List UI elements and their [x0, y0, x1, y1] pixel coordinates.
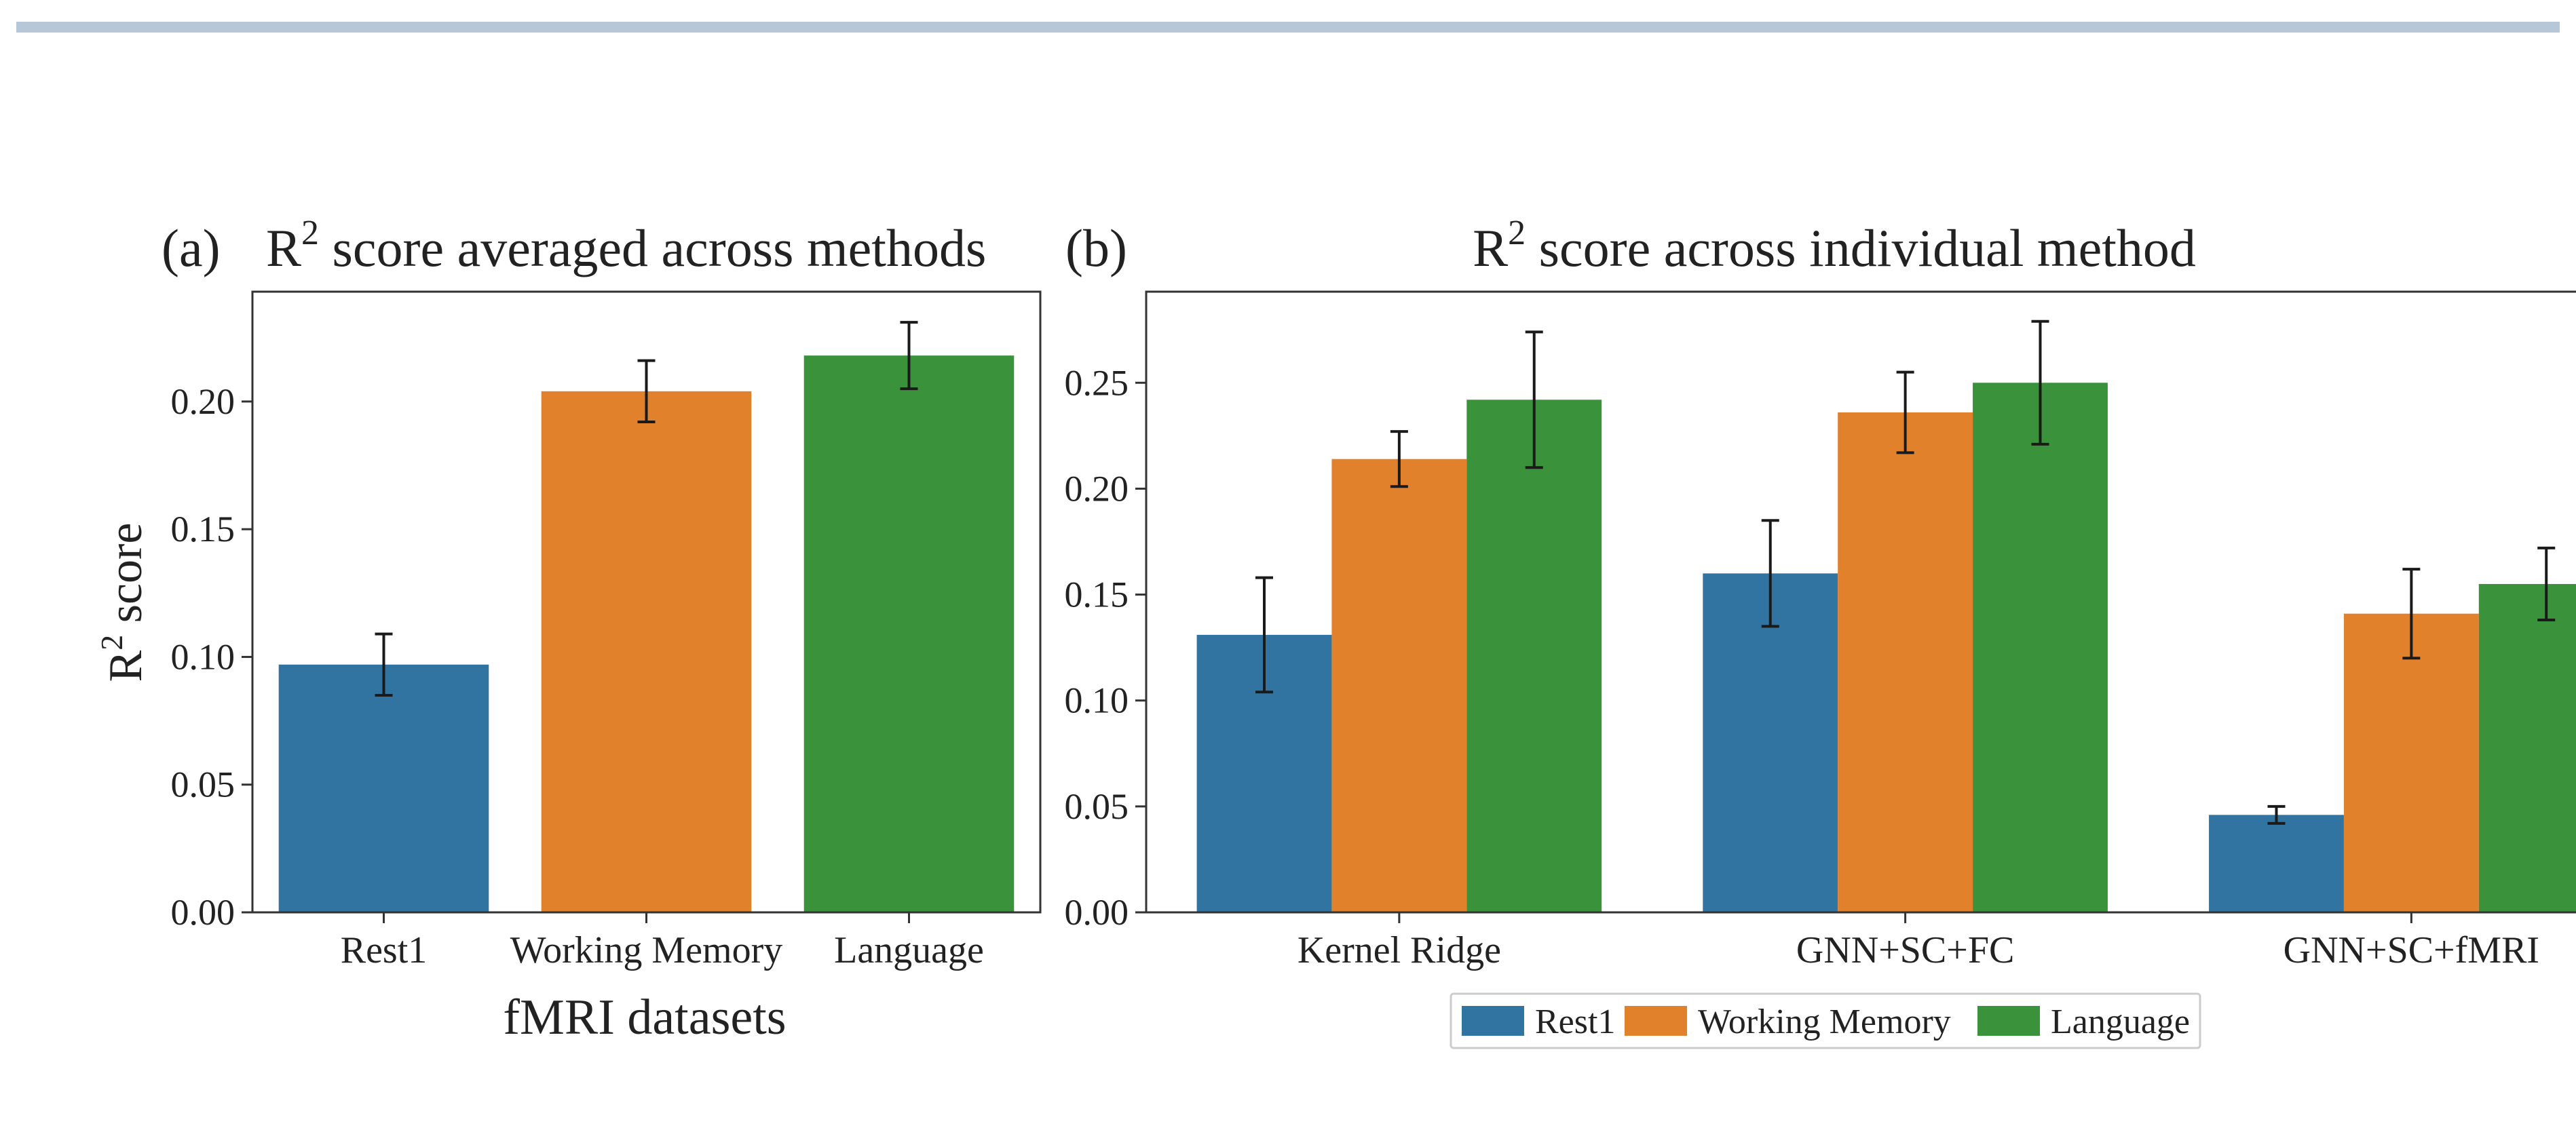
bar-gnn-sc-fc-language	[1973, 383, 2108, 912]
panel-b-title: R2 score across individual method	[1473, 214, 2196, 277]
bar-kernel-ridge-working-memory	[1331, 459, 1467, 912]
y-tick-label: 0.05	[171, 764, 235, 805]
panel-a-bars	[278, 355, 1015, 912]
y-tick-label: 0.20	[171, 381, 235, 422]
legend-swatch-rest1	[1462, 1006, 1524, 1036]
y-tick-label: 0.15	[1065, 575, 1129, 615]
y-tick-label: 0.15	[171, 509, 235, 549]
panel-a-label: (a)	[162, 218, 221, 277]
x-tick-label: GNN+SC+FC	[1796, 929, 2014, 971]
panel-a-x-axis-label: fMRI datasets	[503, 990, 786, 1045]
y-tick-label: 0.00	[171, 892, 235, 933]
legend-swatch-working-memory	[1625, 1006, 1687, 1036]
panel-a-error-bars	[375, 321, 918, 697]
x-tick-label: GNN+SC+fMRI	[2284, 929, 2539, 971]
panel-b-label: (b)	[1065, 218, 1127, 277]
error-bar-gnn-sc-fc-language	[2031, 319, 2049, 446]
bar-language	[803, 355, 1015, 912]
legend-label-working-memory: Working Memory	[1698, 1003, 1951, 1041]
panel-b-x-ticks: Kernel RidgeGNN+SC+FCGNN+SC+fMRIGNN+SC+T…	[1298, 912, 2539, 971]
bar-kernel-ridge-language	[1466, 400, 1602, 912]
bar-rest1	[278, 664, 489, 912]
legend: Rest1 Working Memory Language	[1450, 992, 2201, 1049]
error-bar-kernel-ridge-working-memory	[1390, 430, 1408, 488]
panel-b-bars	[1196, 383, 2576, 912]
header-divider-bar	[16, 22, 2560, 33]
panel-a-x-ticks: Rest1 Working Memory Language	[341, 912, 984, 971]
error-bar-gnn-sc-fmri-language	[2537, 546, 2556, 622]
bar-gnn-sc-fmri-language	[2478, 583, 2576, 912]
error-bar-gnn-sc-fmri-working-memory	[2402, 568, 2421, 660]
y-tick-label: 0.25	[1065, 362, 1129, 403]
error-bar-language	[900, 321, 918, 391]
y-tick-label: 0.05	[1065, 786, 1129, 827]
legend-entry-rest1: Rest1	[1462, 1003, 1615, 1041]
panel-b-axes-frame	[1145, 290, 2576, 914]
legend-swatch-language	[1977, 1006, 2040, 1036]
error-bar-kernel-ridge-rest1	[1255, 576, 1274, 694]
y-tick-label: 0.10	[1065, 680, 1129, 721]
error-bar-working-memory	[637, 359, 656, 424]
error-bar-gnn-sc-fc-working-memory	[1896, 370, 1914, 454]
bar-gnn-sc-fc-rest1	[1703, 573, 1838, 912]
legend-label-rest1: Rest1	[1535, 1003, 1615, 1041]
y-tick-label: 0.00	[1065, 892, 1129, 933]
y-tick-label: 0.10	[171, 636, 235, 677]
panel-a: (a) R2 score averaged across methods 0.0…	[94, 214, 1042, 1045]
panel-b: (b) R2 score across individual method 0.…	[1065, 214, 2576, 1049]
x-tick-label: Language	[834, 929, 984, 971]
error-bar-kernel-ridge-language	[1525, 330, 1543, 469]
legend-entry-working-memory: Working Memory	[1625, 1003, 1951, 1041]
x-tick-label: Kernel Ridge	[1298, 929, 1501, 971]
bar-gnn-sc-fmri-rest1	[2209, 815, 2344, 912]
panel-b-y-ticks: 0.00 0.05 0.10 0.15 0.20 0.25	[1065, 362, 1146, 933]
bar-gnn-sc-fc-working-memory	[1838, 412, 1973, 912]
legend-label-language: Language	[2051, 1003, 2190, 1041]
bar-working-memory	[541, 391, 752, 912]
legend-entry-language: Language	[1977, 1003, 2190, 1041]
error-bar-rest1	[375, 632, 393, 697]
y-tick-label: 0.20	[1065, 468, 1129, 509]
panel-b-error-bars	[1255, 319, 2556, 825]
error-bar-gnn-sc-fc-rest1	[1761, 519, 1779, 628]
x-tick-label: Working Memory	[510, 929, 782, 971]
panel-a-title: R2 score averaged across methods	[266, 214, 986, 277]
bar-gnn-sc-fmri-working-memory	[2343, 613, 2479, 912]
panel-a-y-ticks: 0.00 0.05 0.10 0.15 0.20	[171, 381, 252, 933]
panel-a-y-axis-label: R2 score	[94, 523, 152, 682]
error-bar-gnn-sc-fmri-rest1	[2267, 804, 2286, 825]
x-tick-label: Rest1	[341, 929, 428, 971]
